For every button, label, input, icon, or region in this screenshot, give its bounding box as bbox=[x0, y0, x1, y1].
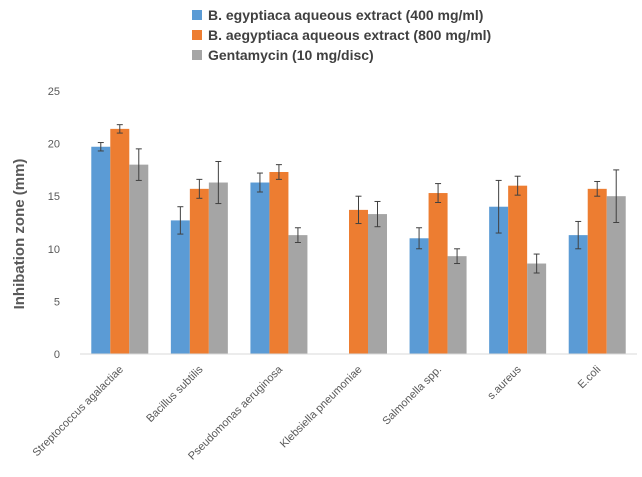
error-bar bbox=[294, 227, 301, 243]
error-bar bbox=[416, 227, 423, 250]
error-bar bbox=[435, 183, 442, 204]
x-tick-label: Salmonella spp. bbox=[380, 364, 444, 428]
error-bar bbox=[575, 220, 582, 250]
y-tick-label: 10 bbox=[48, 244, 60, 256]
bar bbox=[489, 206, 509, 354]
y-tick-label: 25 bbox=[48, 86, 60, 98]
error-bar bbox=[355, 195, 362, 225]
legend-swatch bbox=[192, 50, 202, 60]
error-bar bbox=[116, 124, 123, 134]
bar bbox=[606, 196, 626, 354]
legend-label: B. aegyptiaca aqueous extract (800 mg/ml… bbox=[208, 27, 491, 43]
y-tick-label: 15 bbox=[48, 191, 60, 203]
chart-legend: B. egyptiaca aqueous extract (400 mg/ml)… bbox=[192, 7, 491, 63]
x-tick-label: Pseudomonas aeruginosa bbox=[186, 363, 285, 462]
bar bbox=[508, 185, 528, 354]
legend-item: B. egyptiaca aqueous extract (400 mg/ml) bbox=[192, 7, 483, 23]
x-tick-label: Streptococcus agalactiae bbox=[31, 364, 126, 459]
bar bbox=[587, 188, 607, 354]
x-tick-label: Bacillus subtilis bbox=[144, 363, 206, 425]
bar bbox=[170, 220, 190, 354]
bar bbox=[250, 182, 270, 354]
bar bbox=[409, 238, 429, 354]
error-bar bbox=[454, 248, 461, 265]
error-bar bbox=[97, 142, 104, 152]
legend-item: B. aegyptiaca aqueous extract (800 mg/ml… bbox=[192, 27, 491, 43]
y-tick-label: 0 bbox=[54, 349, 60, 361]
error-bar bbox=[594, 180, 601, 197]
bar bbox=[349, 209, 368, 354]
error-bar bbox=[215, 160, 222, 205]
bar bbox=[91, 146, 111, 354]
bar bbox=[208, 182, 228, 354]
error-bar bbox=[533, 253, 540, 274]
error-bar bbox=[256, 172, 263, 193]
bar bbox=[447, 256, 467, 354]
x-axis: Streptococcus agalactiae Bacillus subtili… bbox=[31, 353, 637, 462]
error-bar bbox=[135, 148, 142, 181]
y-tick-label: 20 bbox=[48, 139, 60, 151]
bar bbox=[428, 193, 448, 354]
bar bbox=[269, 172, 289, 354]
y-axis-label: Inhibation zone (mm) bbox=[11, 159, 28, 310]
bar bbox=[189, 188, 209, 354]
bar bbox=[368, 214, 387, 354]
bar bbox=[527, 263, 547, 354]
x-tick-label: s.aureus bbox=[485, 363, 524, 402]
legend-label: Gentamycin (10 mg/disc) bbox=[208, 47, 374, 63]
error-bar bbox=[275, 164, 282, 180]
error-bar bbox=[374, 200, 381, 228]
legend-swatch bbox=[192, 30, 202, 40]
y-axis: 0 5 10 15 20 25 bbox=[48, 86, 60, 361]
error-bar bbox=[196, 178, 203, 199]
bar bbox=[110, 128, 130, 354]
bar bbox=[568, 235, 588, 354]
x-tick-label: E.coli bbox=[576, 364, 604, 392]
bar bbox=[129, 164, 149, 354]
error-bar bbox=[514, 175, 521, 196]
error-bar bbox=[613, 169, 620, 223]
error-bar bbox=[177, 206, 184, 235]
error-bar bbox=[495, 179, 502, 234]
y-tick-label: 5 bbox=[54, 296, 60, 308]
legend-label: B. egyptiaca aqueous extract (400 mg/ml) bbox=[208, 7, 483, 23]
legend-item: Gentamycin (10 mg/disc) bbox=[192, 47, 374, 63]
bar bbox=[288, 235, 308, 354]
bar-marks bbox=[91, 124, 626, 354]
x-tick-label: Klebsiella pneumoniae bbox=[278, 364, 365, 451]
legend-swatch bbox=[192, 10, 202, 20]
